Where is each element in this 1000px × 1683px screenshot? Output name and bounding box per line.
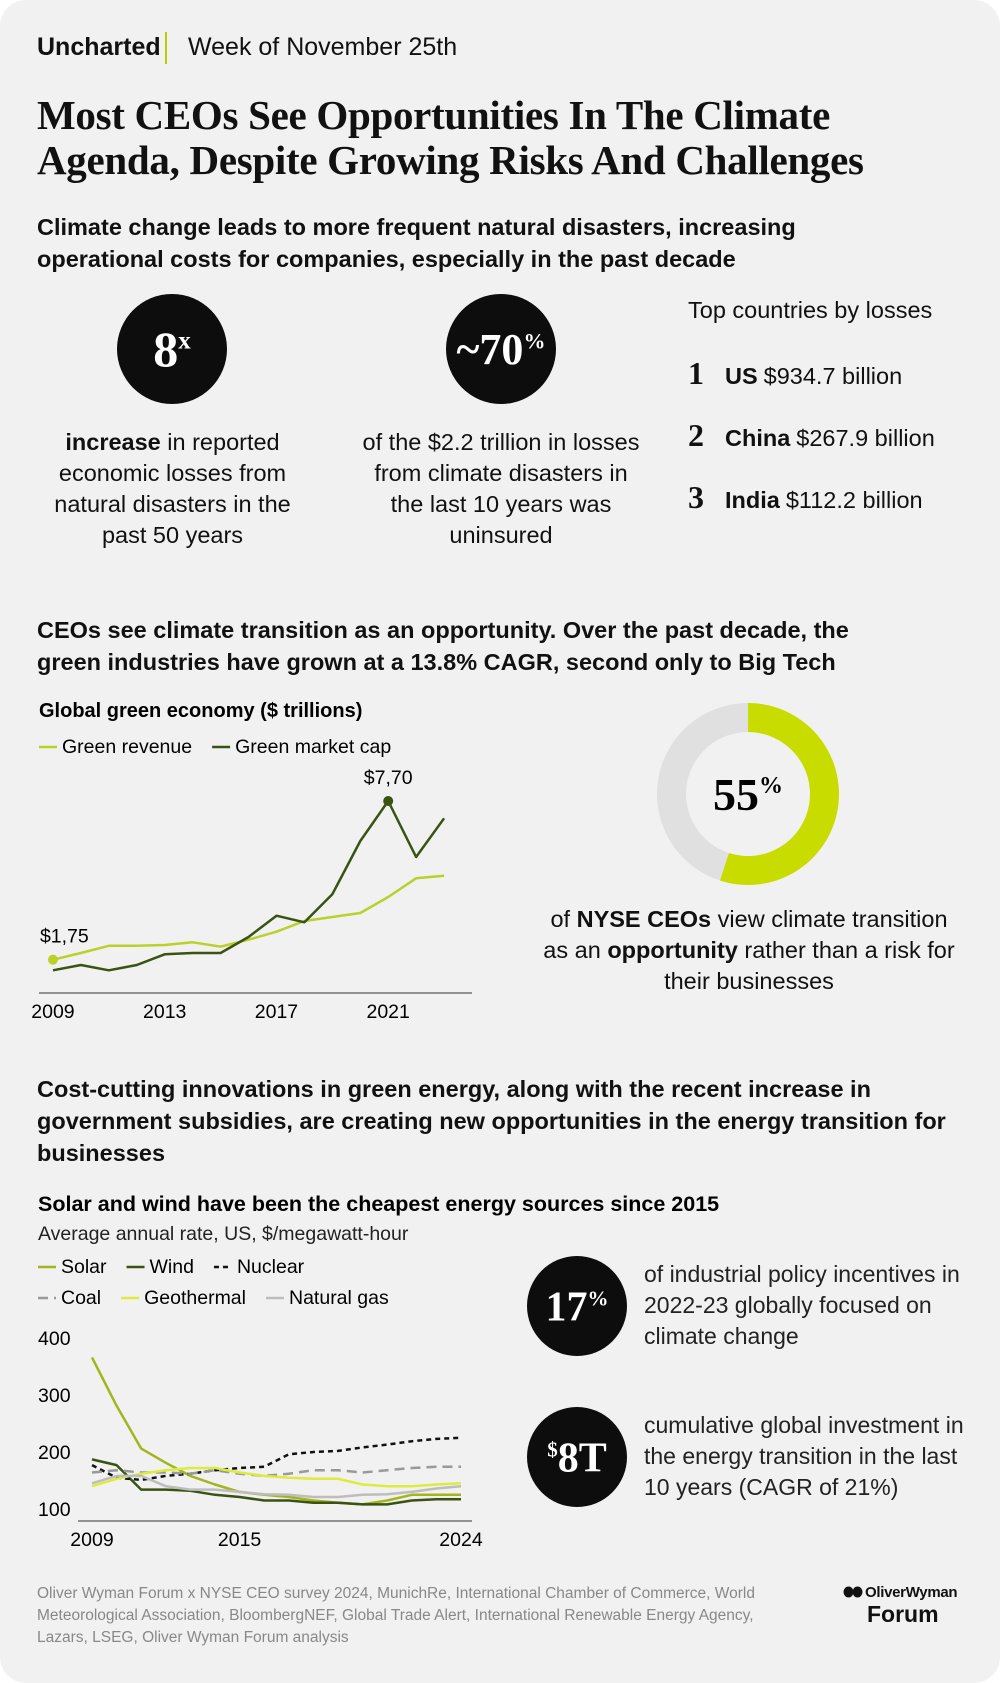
section-heading: CEOs see climate transition as an opport… bbox=[37, 617, 849, 675]
stat-number: 8 bbox=[153, 321, 178, 377]
text-segment: view climate transition as an bbox=[543, 906, 948, 963]
stat-number: 17 bbox=[546, 1284, 588, 1330]
country: India bbox=[725, 487, 780, 513]
donut-segment bbox=[656, 703, 748, 881]
chart-title: Global green economy ($ trillions) bbox=[39, 700, 362, 722]
donut-center-label: 55% bbox=[713, 769, 783, 820]
amount: $112.2 billion bbox=[785, 487, 923, 513]
chart-title: Solar and wind have been the cheapest en… bbox=[38, 1192, 719, 1216]
stat-circle bbox=[117, 294, 227, 404]
amount: $934.7 billion bbox=[763, 363, 903, 389]
stat-number: ~70 bbox=[457, 325, 524, 374]
text-segment: of the $2.2 trillion in losses from clim… bbox=[362, 429, 640, 548]
country-row: 1 US $934.7 billion bbox=[688, 355, 902, 392]
text-segment: rather than a risk for their businesses bbox=[664, 937, 955, 994]
logo-icon bbox=[843, 1586, 863, 1598]
legend-label: Wind bbox=[150, 1256, 194, 1278]
legend-label: Nuclear bbox=[237, 1256, 305, 1278]
donut-segment bbox=[719, 703, 839, 885]
series-line bbox=[91, 1465, 461, 1478]
text-segment: in reported economic losses from natural… bbox=[54, 429, 291, 548]
series-line bbox=[91, 1436, 462, 1482]
stat-text: of the $2.2 trillion in losses from clim… bbox=[355, 427, 647, 551]
value-dot bbox=[383, 796, 394, 806]
legend-label: Natural gas bbox=[289, 1287, 389, 1309]
rank: 2 bbox=[688, 417, 704, 453]
stat-text: of industrial policy incentives in 2022-… bbox=[644, 1261, 960, 1349]
y-tick-label: 400 bbox=[38, 1328, 71, 1350]
chart-subtitle: Average annual rate, US, $/megawatt-hour bbox=[38, 1223, 409, 1245]
text-segment: of bbox=[550, 906, 577, 932]
country-row: 2 China $267.9 billion bbox=[688, 417, 935, 454]
stat-sup: x bbox=[178, 328, 191, 355]
value-dot bbox=[47, 954, 58, 965]
stat-value: 17% bbox=[546, 1284, 609, 1330]
week: Week of November 25th bbox=[188, 33, 458, 61]
text-segment: increase bbox=[65, 429, 161, 455]
title: Most CEOs See Opportunities In The Clima… bbox=[37, 92, 864, 183]
stat-sup: % bbox=[523, 329, 545, 354]
section-heading: Cost-cutting innovations in green energy… bbox=[37, 1076, 946, 1166]
text-segment: NYSE CEOs bbox=[576, 906, 712, 932]
legend-label: Green revenue bbox=[62, 736, 192, 758]
value-label: $7,70 bbox=[364, 767, 413, 789]
x-tick-label: 2021 bbox=[366, 1001, 409, 1023]
rank: 1 bbox=[688, 355, 704, 391]
source: Oliver Wyman Forum x NYSE CEO survey 202… bbox=[37, 1585, 755, 1646]
legend-label: Solar bbox=[61, 1256, 107, 1278]
stat-sup: % bbox=[588, 1287, 609, 1311]
series-line bbox=[90, 1356, 461, 1506]
legend-label: Coal bbox=[61, 1287, 101, 1309]
y-tick-label: 200 bbox=[38, 1442, 71, 1464]
countries-title: Top countries by losses bbox=[688, 297, 933, 323]
logo: OliverWyman bbox=[865, 1584, 958, 1601]
series-line bbox=[52, 874, 445, 961]
brand: Uncharted bbox=[37, 33, 161, 61]
stat-text: cumulative global investment in the ener… bbox=[644, 1412, 964, 1500]
country: US bbox=[725, 363, 758, 389]
x-tick-label: 2024 bbox=[439, 1529, 483, 1551]
x-tick-label: 2013 bbox=[143, 1001, 186, 1023]
stat-value: ~70% bbox=[457, 325, 546, 374]
series-line bbox=[52, 799, 446, 972]
stat-value: $8T bbox=[547, 1435, 607, 1481]
amount: $267.9 billion bbox=[796, 425, 935, 451]
series-line bbox=[91, 1458, 461, 1506]
donut-caption: of NYSE CEOs view climate transition as … bbox=[535, 904, 963, 997]
stat-circle bbox=[446, 294, 556, 404]
stat-sup: $ bbox=[547, 1438, 558, 1462]
series-line bbox=[91, 1474, 462, 1499]
legend-label: Geothermal bbox=[144, 1287, 246, 1309]
country: China bbox=[725, 425, 791, 451]
text-segment: opportunity bbox=[607, 937, 738, 963]
y-tick-label: 100 bbox=[38, 1499, 71, 1521]
stat-text: increase in reported economic losses fro… bbox=[30, 427, 315, 551]
series-line bbox=[91, 1466, 462, 1488]
x-tick-label: 2009 bbox=[31, 1001, 74, 1023]
divider bbox=[165, 32, 167, 64]
stat-circle bbox=[527, 1407, 627, 1507]
section-heading: Climate change leads to more frequent na… bbox=[37, 214, 796, 272]
stat-number: 8T bbox=[558, 1435, 607, 1481]
x-tick-label: 2017 bbox=[255, 1001, 298, 1023]
stat-value: 8x bbox=[153, 321, 191, 377]
logo: Forum bbox=[867, 1601, 939, 1627]
x-tick-label: 2009 bbox=[70, 1529, 113, 1551]
x-tick-label: 2015 bbox=[218, 1529, 262, 1551]
value-label: $1,75 bbox=[40, 926, 89, 948]
rank: 3 bbox=[688, 479, 704, 515]
legend-label: Green market cap bbox=[235, 736, 391, 758]
y-tick-label: 300 bbox=[38, 1385, 71, 1407]
country-row: 3 India $112.2 billion bbox=[688, 479, 923, 516]
stat-circle bbox=[527, 1256, 627, 1356]
